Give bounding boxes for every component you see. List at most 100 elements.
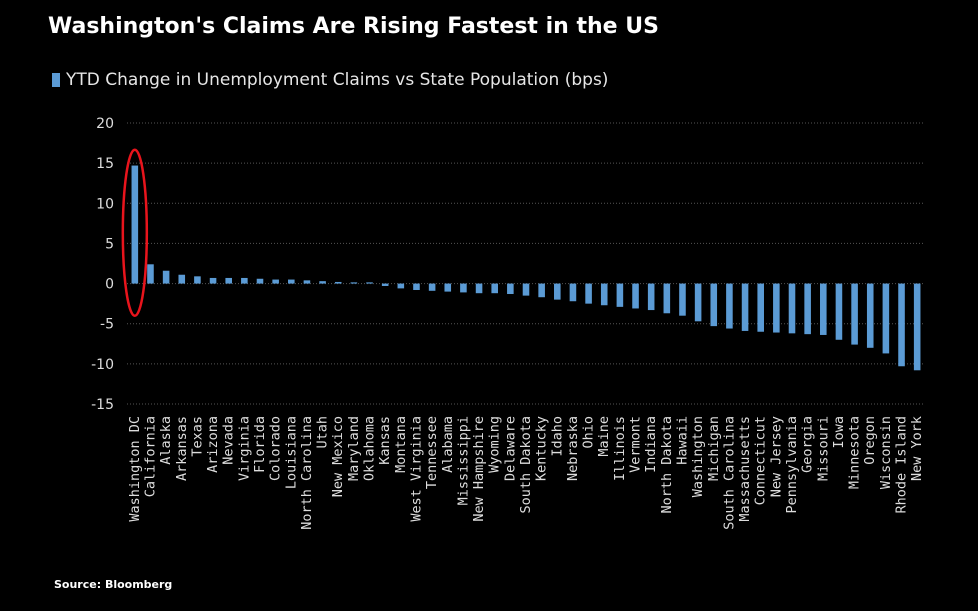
x-tick-label: Montana [393,416,409,473]
bar [428,283,436,291]
bar [147,264,154,284]
x-tick-label: Ohio [581,416,597,449]
x-tick-label: New York [909,416,925,481]
bar [475,283,483,294]
y-tick-label: 15 [96,156,114,172]
bar [444,283,452,292]
x-tick-label: Alaska [158,416,174,465]
x-tick-label: Connecticut [753,416,769,505]
bar [162,270,170,284]
x-tick-label: Wisconsin [878,416,894,489]
bar [585,283,592,304]
bar [507,283,514,295]
x-tick-label: North Dakota [659,416,675,514]
x-tick-label: Missouri [815,416,831,481]
bar [679,283,686,316]
x-tick-label: Texas [189,416,205,457]
y-tick-label: 20 [96,116,114,132]
bar [397,283,405,289]
x-tick-label: Wyoming [487,416,503,473]
bar [366,282,373,284]
bar [241,277,248,284]
x-tick-label: Virginia [236,416,252,481]
bar [554,283,561,300]
bar [773,283,780,333]
x-tick-label: Washington DC [127,416,143,522]
x-tick-label: Florida [252,416,268,473]
bar [663,283,671,314]
bar [288,279,295,284]
x-tick-label: Michigan [706,416,722,481]
bar [820,283,827,335]
x-tick-label: Massachusetts [737,416,753,522]
x-tick-label: Colorado [268,416,284,481]
bar [350,282,358,284]
y-tick-label: 0 [105,277,114,293]
x-tick-label: South Dakota [518,416,534,514]
x-tick-label: Tennessee [424,416,440,489]
legend-label: YTD Change in Unemployment Claims vs Sta… [66,70,609,90]
x-tick-label: Louisiana [283,416,299,489]
bar [710,283,718,327]
bar [632,283,639,309]
bar [522,283,530,296]
bar [866,283,874,348]
x-tick-label: Vermont [628,416,644,473]
x-tick-label: Minnesota [847,416,863,489]
x-tick-label: New Hampshire [471,416,487,522]
x-tick-label: Iowa [831,416,847,449]
bar [741,283,749,331]
bar [272,279,279,284]
y-tick-label: 10 [96,196,114,212]
bar [694,283,702,322]
bar [178,274,186,284]
bar [194,276,201,284]
x-tick-label: Hawaii [674,416,690,465]
x-tick-label: Utah [315,416,331,449]
y-tick-label: -10 [91,357,114,373]
x-tick-label: Nevada [221,416,237,465]
x-tick-label: Idaho [549,416,565,457]
x-tick-label: South Carolina [721,416,737,530]
x-tick-label: Georgia [800,416,816,473]
bar [726,283,733,329]
x-tick-label: Mississippi [455,416,471,505]
bar [898,283,905,367]
source-note: Source: Bloomberg [54,578,173,591]
x-tick-label: North Carolina [299,416,315,530]
bar [334,281,342,284]
x-tick-label: New Mexico [330,416,346,497]
legend-swatch [52,73,60,87]
x-tick-label: Delaware [502,416,518,481]
bar [538,283,545,298]
x-tick-label: Rhode Island [894,416,910,514]
x-tick-label: Oregon [862,416,878,465]
x-tick-label: Arizona [205,416,221,473]
x-tick-label: Kentucky [534,416,550,481]
bar [851,283,858,345]
x-tick-label: Indiana [643,416,659,473]
highlight-ellipse [121,148,149,318]
y-tick-label: 5 [105,236,114,252]
bar [804,283,811,335]
bar [381,283,389,286]
bar [913,283,921,371]
bar [131,165,139,284]
x-tick-label: Kansas [377,416,393,465]
chart-legend: YTD Change in Unemployment Claims vs Sta… [52,70,608,90]
bar [882,283,890,354]
x-tick-label: Alabama [440,416,456,473]
bar [757,283,764,332]
bar [569,283,577,302]
bar [460,283,467,293]
bar [303,280,311,284]
x-tick-label: Maryland [346,416,362,481]
x-tick-label: Illinois [612,416,628,481]
chart-title: Washington's Claims Are Rising Fastest i… [48,14,659,39]
x-tick-label: West Virginia [408,416,424,522]
bar [225,277,232,284]
x-tick-label: Oklahoma [362,416,378,481]
bar [835,283,843,340]
x-tick-label: California [142,416,158,497]
